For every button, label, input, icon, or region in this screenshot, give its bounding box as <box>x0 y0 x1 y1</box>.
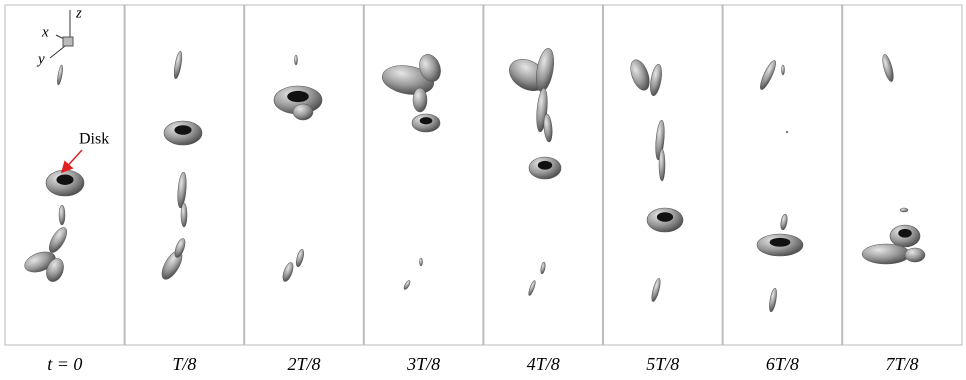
vortex-blob <box>900 208 908 212</box>
vortex-blob <box>420 258 423 266</box>
vortex-blob <box>650 278 662 303</box>
panel-label: 7T/8 <box>885 354 918 374</box>
vortex-blob <box>782 65 785 75</box>
vortex-blob <box>295 55 298 65</box>
vortex-blob <box>648 63 663 96</box>
vortex-blob <box>281 261 295 283</box>
vortex-blob <box>403 280 411 291</box>
z-label: z <box>75 5 82 21</box>
panel-label: t = 0 <box>47 354 82 374</box>
vortex-blob <box>780 214 789 231</box>
vortex-blob <box>905 248 925 262</box>
vortex-blob <box>758 59 779 91</box>
vortex-blob <box>540 262 546 275</box>
panel-label: 3T/8 <box>406 354 440 374</box>
vortex-blob <box>173 51 184 80</box>
vortex-blob <box>181 203 187 227</box>
disk-hole <box>657 212 673 222</box>
vortex-blob <box>627 57 653 93</box>
vortex-blob <box>56 65 63 85</box>
vortex-blob <box>659 149 665 181</box>
vortex-blob <box>786 131 788 133</box>
disk-hole <box>56 175 73 185</box>
annotation: Disk <box>79 131 109 148</box>
disk-hole <box>287 91 309 102</box>
panel-label: 4T/8 <box>527 354 560 374</box>
vortex-blob <box>527 280 536 296</box>
y-label: y <box>36 51 45 67</box>
vortex-blob <box>173 237 187 259</box>
vortex-blob <box>543 114 553 143</box>
vortex-blob <box>293 104 313 120</box>
x-label: x <box>41 24 49 40</box>
panels <box>22 5 925 345</box>
vortex-blob <box>413 88 427 112</box>
axis-triad: z x y <box>36 5 82 67</box>
vortex-blob <box>295 249 305 268</box>
vortex-blob <box>59 205 65 225</box>
figure: z x y Disk t = 0 T/8 2T/8 3T/8 4T/8 5T/8 6T/8 7… <box>0 0 966 380</box>
vortex-blob <box>176 172 187 209</box>
disk-hole <box>538 161 552 170</box>
disk-hole <box>420 117 433 124</box>
vortex-blob <box>881 53 896 82</box>
panel-label: 5T/8 <box>646 354 679 374</box>
vortex-blob <box>46 225 70 255</box>
disk-hole <box>898 229 912 238</box>
annotation-arrow <box>63 150 82 171</box>
vortex-blob <box>862 244 910 264</box>
disk-hole <box>770 238 791 247</box>
panel-label: 2T/8 <box>287 354 320 374</box>
vortex-blob <box>768 288 778 313</box>
panel-label: 6T/8 <box>766 354 799 374</box>
triad-box <box>63 37 73 46</box>
panel-label: T/8 <box>172 354 196 374</box>
disk-hole <box>174 125 191 135</box>
